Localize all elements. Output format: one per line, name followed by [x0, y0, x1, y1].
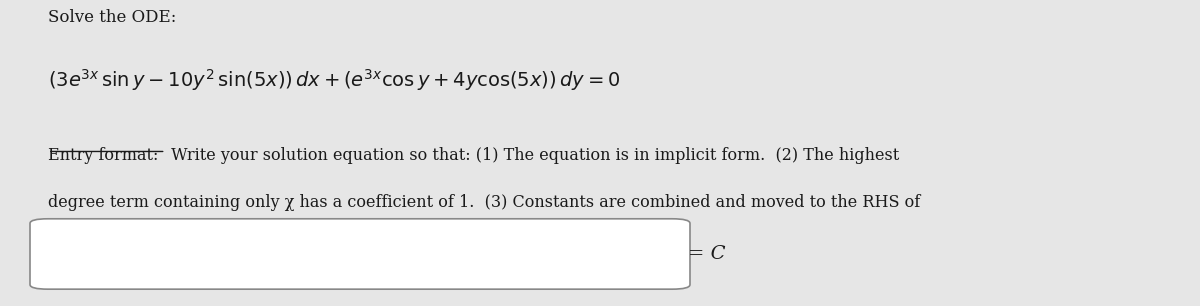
Text: Write your solution equation so that: (1) The equation is in implicit form.  (2): Write your solution equation so that: (1… [166, 147, 899, 164]
FancyBboxPatch shape [30, 219, 690, 289]
Text: Entry format:: Entry format: [48, 147, 158, 164]
Text: $(3e^{3x}\,\sin y - 10y^{2}\,\sin(5x))\,dx + (e^{3x}\cos y + 4y\cos(5x))\,dy = 0: $(3e^{3x}\,\sin y - 10y^{2}\,\sin(5x))\,… [48, 67, 620, 93]
Text: Solve the ODE:: Solve the ODE: [48, 9, 176, 26]
Text: degree term containing only χ has a coefficient of 1.  (3) Constants are combine: degree term containing only χ has a coef… [48, 194, 920, 211]
Text: = C: = C [688, 245, 725, 263]
Text: the equation.: the equation. [48, 242, 156, 259]
